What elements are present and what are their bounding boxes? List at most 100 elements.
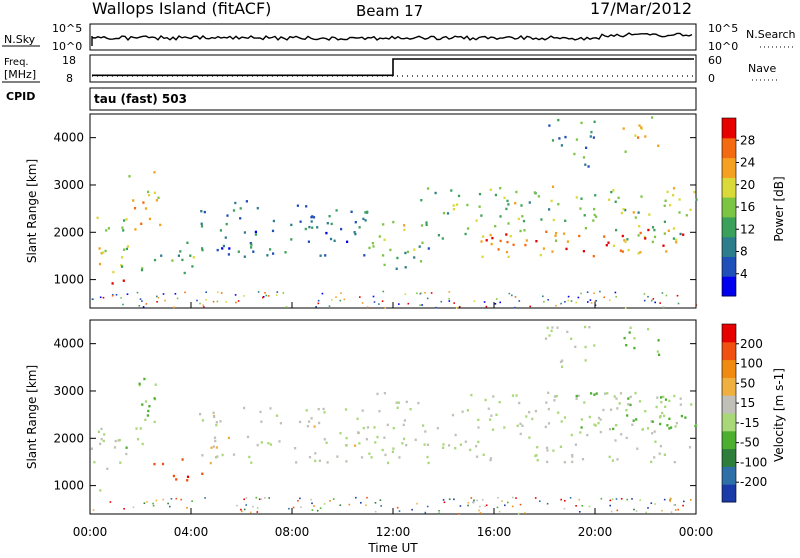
x-tick-label: 12:00 [376,525,411,539]
power-cell [627,248,630,252]
power-noise-cell [511,294,513,297]
power-cell [515,190,518,194]
velocity-cell [680,414,683,418]
velocity-cell [476,455,479,458]
power-cell [464,232,467,236]
velocity-cell [186,475,190,478]
velocity-noise-cell [575,505,577,507]
velocity-cell [275,414,279,417]
power-cell [200,225,204,228]
power-noise-cell [567,299,569,302]
power-noise-cell [647,295,649,298]
velocity-cell [528,411,531,414]
velocity-cell [138,382,141,385]
power-cell [485,239,488,242]
velocity-noise-cell [539,500,541,502]
power-cell [310,220,313,223]
velocity-cell [299,420,302,424]
velocity-cell [679,397,682,400]
power-cell [222,244,225,248]
velocity-colorbar-label: Velocity [m s-1] [772,368,786,462]
velocity-cell [141,442,144,446]
power-cell [640,126,643,129]
colorbar-frame [721,323,737,503]
power-noise-cell [435,306,437,309]
power-cell [333,239,336,242]
power-cell [467,227,470,230]
velocity-cell [477,426,480,429]
velocity-cell [357,431,360,434]
velocity-cell [638,400,642,403]
power-noise-cell [156,295,158,298]
velocity-noise-cell [323,503,326,505]
power-noise-cell [328,305,331,307]
power-cell [96,216,99,219]
velocity-noise-cell [155,499,158,502]
colorbar-swatch [722,236,736,257]
velocity-noise-cell [663,498,666,501]
power-noise-cell [599,290,601,293]
velocity-noise-cell [332,498,335,500]
velocity-cell [606,392,609,395]
power-cell [200,210,203,213]
power-cell [254,230,257,234]
velocity-cell [306,425,309,428]
power-cell [104,249,107,253]
power-noise-cell [382,290,385,293]
power-cell [678,198,681,201]
velocity-cell [154,383,157,386]
velocity-cell [584,325,587,329]
power-cell [183,271,186,275]
colorbar-swatch [722,395,736,414]
velocity-cell [212,445,215,448]
power-noise-cell [542,295,544,298]
power-cell [494,193,497,197]
power-y-ticks: 1000 2000 3000 4000 [53,131,696,287]
velocity-cell [560,420,563,423]
velocity-noise-cell [496,506,499,509]
power-cell [528,201,531,204]
velocity-cell [139,427,142,430]
power-cell [539,253,542,257]
velocity-cell [602,408,605,412]
velocity-cell [614,439,617,442]
power-cell [639,251,642,254]
colorbar-swatch [722,430,736,450]
velocity-noise-cell [123,508,125,510]
velocity-cell [574,443,577,446]
velocity-noise-cell [479,505,481,508]
velocity-cell [482,453,485,456]
power-cell [125,247,128,251]
power-cell [637,211,640,214]
velocity-cell [623,336,626,340]
velocity-cell [294,447,297,450]
velocity-cell [608,455,611,459]
power-cell [514,202,517,205]
power-cell [672,187,676,190]
power-cell [693,190,696,194]
power-cell [580,197,583,200]
velocity-cell [694,424,697,428]
power-noise-cell [514,306,516,309]
power-cell [466,203,469,207]
power-cell [237,250,240,253]
velocity-cell [626,414,629,417]
power-cell [201,247,204,250]
velocity-cell [586,433,589,437]
power-cell [457,194,461,198]
velocity-noise-cell [438,510,440,512]
power-cell [427,187,430,190]
velocity-cell [477,440,480,444]
velocity-echo-region [199,406,370,465]
velocity-cell [144,400,148,403]
power-cell [478,205,481,208]
cpid-mode: tau (fast) 503 [94,92,187,106]
power-cell [640,195,643,198]
velocity-noise-cell [162,498,164,501]
power-noise-cell [421,304,423,306]
power-cell [617,196,620,199]
power-cell [662,244,665,247]
velocity-cell [489,418,492,421]
power-cell [186,241,189,244]
velocity-cell [663,453,666,456]
